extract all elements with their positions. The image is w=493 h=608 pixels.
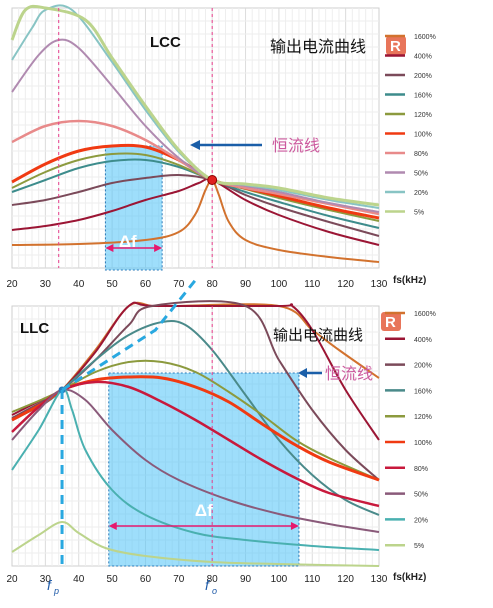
llc-legend-label: 5% bbox=[414, 543, 424, 550]
llc-x-ticks: 20 30 40 50 60 70 80 90 100 110 120 130 bbox=[6, 574, 387, 585]
llc-series-line-5pct bbox=[11, 521, 380, 567]
fo-subscript: o bbox=[212, 586, 217, 596]
lcc-series-line-200pct bbox=[11, 173, 380, 237]
lcc-xlabel: fs(kHz) bbox=[393, 275, 426, 286]
lcc-const-label: 恒流线 bbox=[272, 136, 320, 155]
llc-legend-label: 120% bbox=[414, 414, 432, 421]
lcc-chart: 20 30 40 50 60 70 80 90 100 110 120 130 fs(kHz) LCC… bbox=[6, 4, 436, 290]
lcc-legend-label: 5% bbox=[414, 210, 424, 217]
llc-x-tick-label: 20 bbox=[6, 574, 18, 585]
llc-peak-trend-line bbox=[61, 279, 197, 392]
lcc-delta-f-region bbox=[104, 145, 163, 271]
llc-series-line-50pct bbox=[11, 388, 380, 533]
llc-xlabel: fs(kHz) bbox=[393, 572, 426, 583]
llc-x-tick-label: 40 bbox=[73, 574, 85, 585]
llc-legend-label: 100% bbox=[414, 440, 432, 447]
lcc-legend-label: 400% bbox=[414, 54, 432, 61]
lcc-const-annotation: 恒流线 bbox=[190, 136, 320, 155]
llc-x-tick-label: 30 bbox=[40, 574, 52, 585]
llc-const-label: 恒流线 bbox=[325, 364, 373, 383]
lcc-legend-label: 50% bbox=[414, 171, 428, 178]
fp-symbol: f bbox=[47, 577, 53, 593]
lcc-series-line-50pct bbox=[11, 38, 380, 213]
llc-chart: 20 30 40 50 60 70 80 90 100 110 120 130 fs(kHz) LLC… bbox=[6, 279, 436, 596]
llc-curves bbox=[11, 300, 380, 567]
lcc-legend-label: 100% bbox=[414, 132, 432, 139]
llc-badge-text: R bbox=[385, 314, 396, 331]
llc-x-tick-label: 100 bbox=[271, 574, 288, 585]
fp-subscript: p bbox=[53, 586, 59, 596]
llc-legend-label: 1600% bbox=[414, 311, 436, 318]
lcc-x-tick-label: 80 bbox=[207, 279, 219, 290]
lcc-legend-label: 200% bbox=[414, 73, 432, 80]
lcc-x-tick-label: 70 bbox=[173, 279, 185, 290]
lcc-title: LCC bbox=[150, 34, 181, 51]
lcc-x-tick-label: 110 bbox=[304, 279, 320, 290]
lcc-x-tick-label: 50 bbox=[107, 279, 119, 290]
lcc-x-tick-label: 30 bbox=[40, 279, 52, 290]
lcc-legend-label: 20% bbox=[414, 190, 428, 197]
lcc-legend-label: 120% bbox=[414, 112, 432, 119]
llc-delta-label: Δf bbox=[195, 501, 213, 520]
llc-x-tick-label: 120 bbox=[337, 574, 354, 585]
llc-fo-label: f o bbox=[205, 577, 217, 596]
lcc-badge-text: R bbox=[390, 38, 401, 55]
llc-legend-label: 50% bbox=[414, 492, 428, 499]
lcc-series-line-80pct bbox=[11, 119, 380, 216]
lcc-x-tick-label: 20 bbox=[6, 279, 18, 290]
lcc-series-line-160pct bbox=[11, 158, 380, 229]
llc-delta-f-region bbox=[108, 372, 300, 567]
llc-title: LLC bbox=[20, 320, 49, 337]
llc-x-tick-label: 80 bbox=[207, 574, 219, 585]
llc-legend-label: 80% bbox=[414, 466, 428, 473]
lcc-series-line-120pct bbox=[11, 152, 380, 222]
llc-legend-label: 20% bbox=[414, 517, 428, 524]
fo-symbol: f bbox=[205, 577, 211, 593]
llc-subtitle: 输出电流曲线 bbox=[273, 326, 363, 344]
llc-delta-annotation: Δf bbox=[108, 501, 299, 530]
lcc-legend-label: 160% bbox=[414, 93, 432, 100]
llc-legend-label: 160% bbox=[414, 388, 432, 395]
llc-x-tick-label: 70 bbox=[173, 574, 185, 585]
llc-x-tick-label: 110 bbox=[304, 574, 320, 585]
llc-r-badge: R bbox=[381, 312, 401, 331]
llc-series-line-20pct bbox=[11, 388, 380, 551]
lcc-subtitle: 输出电流曲线 bbox=[270, 37, 366, 56]
lcc-x-tick-label: 90 bbox=[240, 279, 252, 290]
llc-fp-label: f p bbox=[47, 577, 59, 596]
llc-x-tick-label: 60 bbox=[140, 574, 152, 585]
llc-legend-label: 200% bbox=[414, 363, 432, 370]
lcc-series-line-400pct bbox=[11, 178, 380, 246]
llc-const-annotation: 恒流线 bbox=[298, 364, 373, 383]
lcc-delta-annotation: Δf bbox=[105, 232, 163, 252]
lcc-series-line-20pct bbox=[11, 4, 380, 209]
lcc-delta-label: Δf bbox=[119, 232, 137, 251]
lcc-x-tick-label: 40 bbox=[73, 279, 85, 290]
lcc-x-tick-label: 100 bbox=[271, 279, 288, 290]
lcc-x-ticks: 20 30 40 50 60 70 80 90 100 110 120 130 bbox=[6, 279, 387, 290]
llc-legend: 1600% 400% 200% 160% 120% 100% 80% 50% 20% 5% bbox=[385, 311, 436, 550]
lcc-series-line-5pct bbox=[10, 4, 380, 207]
lcc-x-tick-label: 120 bbox=[337, 279, 354, 290]
lcc-intersection-point bbox=[207, 175, 218, 185]
lcc-legend: 1600% 400% 200% 160% 120% 100% 80% 50% 20% 5% bbox=[385, 34, 436, 217]
lcc-r-badge: R bbox=[386, 36, 406, 55]
lcc-x-tick-label: 60 bbox=[140, 279, 152, 290]
lcc-legend-label: 1600% bbox=[414, 34, 436, 41]
lcc-x-tick-label: 130 bbox=[371, 279, 388, 290]
llc-x-tick-label: 50 bbox=[107, 574, 119, 585]
llc-x-tick-label: 130 bbox=[371, 574, 388, 585]
lcc-legend-label: 80% bbox=[414, 151, 428, 158]
llc-legend-label: 400% bbox=[414, 337, 432, 344]
llc-x-tick-label: 90 bbox=[240, 574, 252, 585]
